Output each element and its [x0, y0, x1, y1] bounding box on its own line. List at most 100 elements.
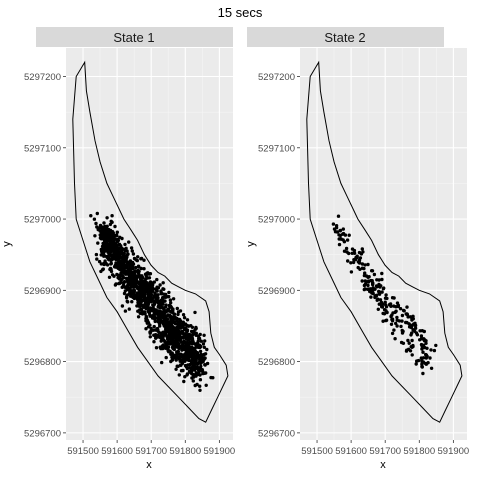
data-point	[351, 260, 356, 265]
data-point	[154, 298, 158, 302]
data-point	[158, 283, 162, 287]
data-point	[101, 267, 106, 271]
data-point	[149, 293, 154, 297]
data-point	[175, 306, 179, 311]
data-point	[400, 319, 404, 323]
data-point	[182, 340, 186, 344]
data-point	[94, 221, 98, 226]
data-point	[366, 283, 370, 288]
data-point	[385, 296, 389, 301]
data-point	[104, 226, 109, 230]
data-point	[114, 246, 119, 251]
data-point	[360, 247, 364, 251]
data-point	[122, 281, 126, 285]
data-point	[120, 274, 125, 278]
data-point	[141, 287, 146, 291]
data-point	[98, 233, 102, 237]
data-point	[96, 227, 100, 232]
data-point	[111, 257, 116, 261]
data-point	[121, 257, 126, 261]
data-point	[349, 270, 354, 274]
panel-background-state-1	[66, 48, 233, 440]
data-point	[159, 289, 163, 293]
data-point	[185, 354, 189, 359]
data-point	[198, 378, 203, 382]
data-point	[148, 331, 152, 335]
data-point	[133, 279, 137, 284]
data-point	[342, 240, 347, 244]
data-point	[406, 338, 410, 343]
data-point	[167, 331, 172, 336]
data-point	[365, 287, 370, 291]
x-tick-label: 591900	[204, 446, 236, 457]
data-point	[112, 274, 116, 278]
x-tick-label: 591800	[403, 446, 435, 457]
data-point	[203, 363, 207, 367]
data-point	[107, 247, 111, 251]
data-point	[128, 262, 132, 267]
data-point	[187, 348, 192, 352]
data-point	[119, 244, 123, 248]
data-point	[420, 365, 424, 369]
data-point	[177, 373, 181, 377]
data-point	[380, 305, 384, 309]
data-point	[395, 315, 399, 320]
data-point	[195, 365, 199, 369]
data-point	[201, 357, 206, 362]
data-point	[422, 339, 427, 343]
data-point	[355, 256, 359, 260]
data-point	[349, 261, 353, 265]
data-point	[420, 362, 424, 366]
data-point	[337, 237, 341, 241]
data-point	[93, 234, 97, 238]
data-point	[154, 308, 158, 312]
data-point	[120, 236, 124, 241]
data-point	[405, 305, 409, 309]
data-point	[170, 320, 174, 324]
data-point	[181, 354, 185, 358]
data-point	[144, 327, 148, 331]
data-point	[384, 293, 388, 297]
data-point	[166, 321, 170, 326]
data-point	[172, 347, 176, 352]
y-tick-label: 5297000	[24, 215, 61, 226]
data-point	[148, 306, 152, 310]
data-point	[148, 323, 152, 327]
data-point	[127, 240, 131, 244]
data-point	[189, 329, 194, 334]
data-point	[100, 250, 104, 254]
data-point	[191, 372, 195, 377]
data-point	[129, 246, 134, 250]
data-point	[204, 383, 208, 387]
data-point	[432, 348, 437, 353]
data-point	[176, 328, 180, 332]
data-point	[337, 242, 342, 247]
y-tick-label: 5297200	[258, 72, 295, 83]
data-point	[421, 350, 425, 354]
data-point	[356, 265, 360, 270]
data-point	[131, 295, 135, 299]
data-point	[139, 307, 143, 311]
data-point	[394, 321, 398, 326]
y-tick-label: 5296800	[258, 357, 295, 368]
panel-background-state-2	[300, 48, 467, 440]
data-point	[333, 230, 338, 234]
strip-label-state-2: State 2	[324, 30, 365, 45]
data-point	[211, 376, 215, 380]
data-point	[419, 334, 424, 338]
data-point	[434, 343, 438, 348]
data-point	[109, 261, 114, 266]
y-tick-label: 5296800	[24, 357, 61, 368]
data-point	[192, 364, 196, 368]
data-point	[138, 290, 143, 294]
data-point	[426, 361, 430, 365]
data-point	[130, 249, 134, 253]
grid-state-2	[300, 48, 467, 440]
data-point	[161, 296, 165, 300]
data-point	[124, 256, 129, 260]
data-point	[414, 362, 418, 366]
data-point	[110, 235, 114, 239]
data-point	[169, 335, 173, 340]
data-point	[367, 275, 371, 279]
data-point	[135, 291, 139, 295]
